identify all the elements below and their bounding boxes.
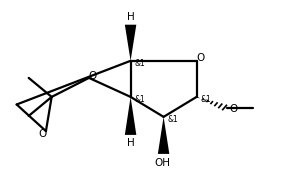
Text: O: O xyxy=(230,104,238,114)
Text: &1: &1 xyxy=(134,95,145,104)
Text: O: O xyxy=(197,53,205,63)
Text: H: H xyxy=(127,12,135,22)
Text: O: O xyxy=(88,71,96,81)
Polygon shape xyxy=(125,25,136,61)
Polygon shape xyxy=(125,97,136,135)
Polygon shape xyxy=(158,117,169,154)
Text: OH: OH xyxy=(155,158,171,168)
Text: &1: &1 xyxy=(167,115,178,124)
Text: &1: &1 xyxy=(134,59,145,68)
Text: &1: &1 xyxy=(200,95,211,104)
Text: H: H xyxy=(127,138,135,148)
Text: O: O xyxy=(38,129,46,139)
